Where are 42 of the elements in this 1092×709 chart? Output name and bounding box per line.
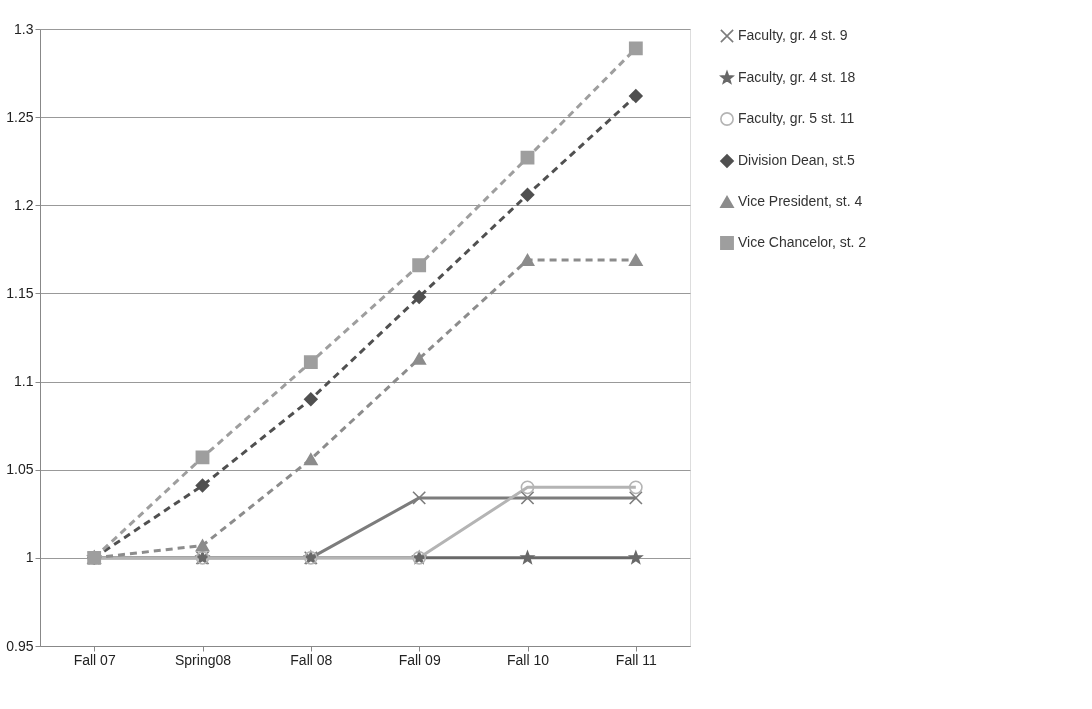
point	[412, 258, 427, 273]
point	[412, 491, 427, 505]
legend-label: Vice Chancelor, st. 2	[738, 234, 867, 250]
legend-label: Faculty, gr. 4 st. 18	[738, 69, 856, 85]
point	[628, 491, 643, 505]
y-tick-label: 1.15	[6, 284, 34, 301]
x-tick-label: Fall 10	[506, 651, 550, 668]
point	[412, 352, 427, 365]
point	[628, 89, 643, 103]
point	[195, 450, 210, 465]
x-tick-label: Fall 11	[615, 651, 658, 668]
y-tick-label: 1.2	[14, 196, 34, 213]
point	[520, 187, 535, 202]
y-tick-label: 1.05	[6, 461, 34, 478]
x-tick-label: Fall 08	[290, 651, 333, 668]
x-tick-label: Fall 09	[398, 651, 441, 668]
point	[520, 150, 535, 165]
legend-label: Faculty, gr. 5 st. 11	[738, 110, 855, 126]
x-tick-label: Fall 07	[73, 651, 116, 668]
point	[520, 480, 535, 495]
point	[195, 478, 210, 493]
y-tick-label: 1	[25, 549, 34, 566]
y-tick-label: 1.3	[14, 20, 34, 37]
y-tick-label: 1.1	[14, 373, 34, 390]
point	[195, 539, 210, 552]
y-tick-label: 0.95	[6, 637, 34, 654]
point	[520, 253, 535, 267]
legend-label: Division Dean, st.5	[738, 152, 855, 168]
point	[303, 453, 318, 466]
point	[412, 290, 427, 304]
point	[303, 355, 318, 370]
legend-label: Vice President, st. 4	[738, 193, 863, 209]
x-tick-label: Spring08	[174, 651, 232, 668]
point	[520, 491, 535, 505]
point	[628, 41, 643, 56]
point	[628, 480, 643, 495]
y-tick-label: 1.25	[6, 108, 34, 125]
point	[629, 550, 643, 564]
point	[520, 550, 535, 564]
point	[303, 392, 318, 407]
point	[628, 253, 643, 267]
legend-label: Faculty, gr. 4 st. 9	[738, 27, 848, 43]
